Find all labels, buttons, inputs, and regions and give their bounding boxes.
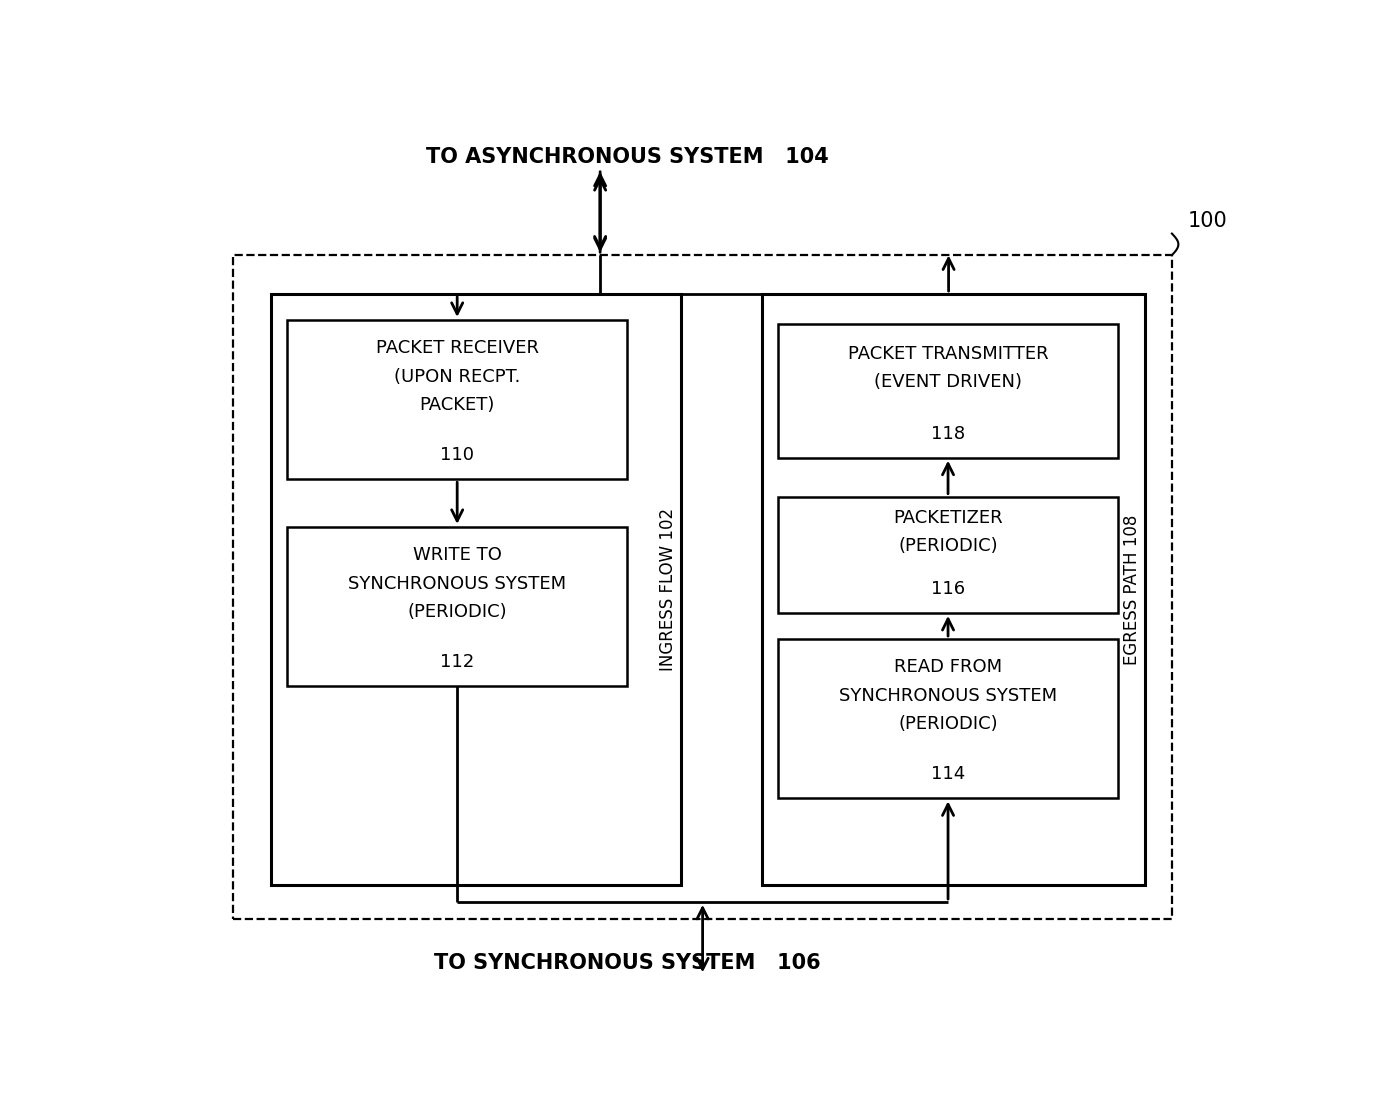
Text: 116: 116 [931, 580, 965, 598]
Bar [761, 293, 1144, 885]
Text: EGRESS PATH 108: EGRESS PATH 108 [1123, 514, 1141, 664]
Text: READ FROM: READ FROM [894, 659, 1002, 676]
Bar [287, 526, 626, 687]
Bar [271, 293, 681, 885]
Bar [778, 638, 1118, 799]
Bar [234, 255, 1172, 920]
Text: 118: 118 [931, 424, 965, 442]
Text: PACKET RECEIVER: PACKET RECEIVER [376, 339, 539, 357]
Text: (PERIODIC): (PERIODIC) [408, 604, 507, 622]
Text: 114: 114 [931, 765, 965, 783]
Text: (PERIODIC): (PERIODIC) [898, 538, 998, 556]
Text: SYNCHRONOUS SYSTEM: SYNCHRONOUS SYSTEM [348, 575, 567, 592]
Text: 100: 100 [1189, 211, 1228, 231]
Text: PACKETIZER: PACKETIZER [894, 508, 1002, 526]
Text: SYNCHRONOUS SYSTEM: SYNCHRONOUS SYSTEM [839, 687, 1057, 704]
Text: TO SYNCHRONOUS SYSTEM   106: TO SYNCHRONOUS SYSTEM 106 [434, 953, 820, 972]
Text: INGRESS FLOW 102: INGRESS FLOW 102 [658, 507, 677, 671]
Text: (UPON RECPT.: (UPON RECPT. [394, 367, 521, 385]
Text: (PERIODIC): (PERIODIC) [898, 716, 998, 734]
Text: 112: 112 [440, 653, 475, 671]
Bar [778, 496, 1118, 613]
Bar [287, 320, 626, 479]
Text: WRITE TO: WRITE TO [413, 547, 501, 564]
Bar [778, 324, 1118, 458]
Text: 110: 110 [440, 446, 475, 464]
Text: TO ASYNCHRONOUS SYSTEM   104: TO ASYNCHRONOUS SYSTEM 104 [426, 148, 828, 167]
Text: (EVENT DRIVEN): (EVENT DRIVEN) [874, 373, 1022, 391]
Text: PACKET): PACKET) [419, 396, 496, 414]
Text: PACKET TRANSMITTER: PACKET TRANSMITTER [848, 345, 1048, 363]
